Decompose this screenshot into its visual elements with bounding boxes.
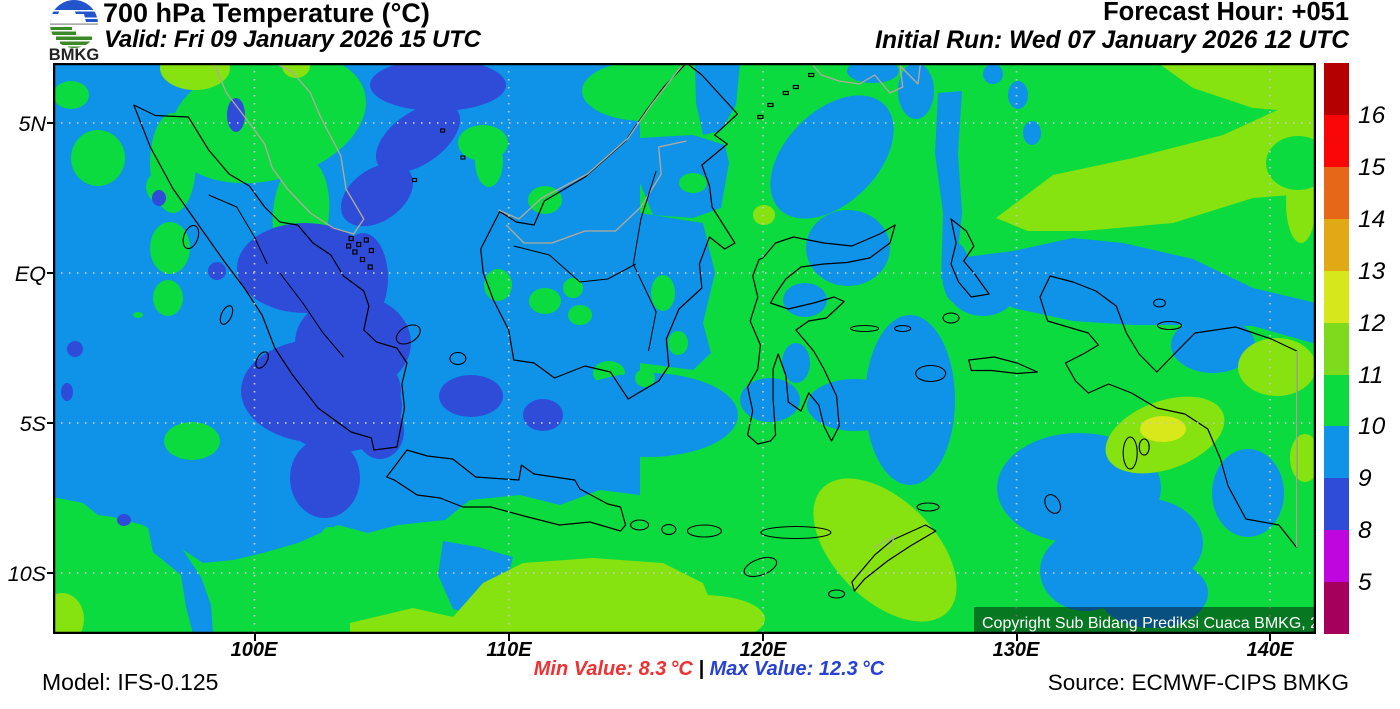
- svg-text:BMKG: BMKG: [49, 46, 99, 62]
- svg-text:Copyright Sub Bidang Prediksi: Copyright Sub Bidang Prediksi Cuaca BMKG…: [982, 615, 1316, 632]
